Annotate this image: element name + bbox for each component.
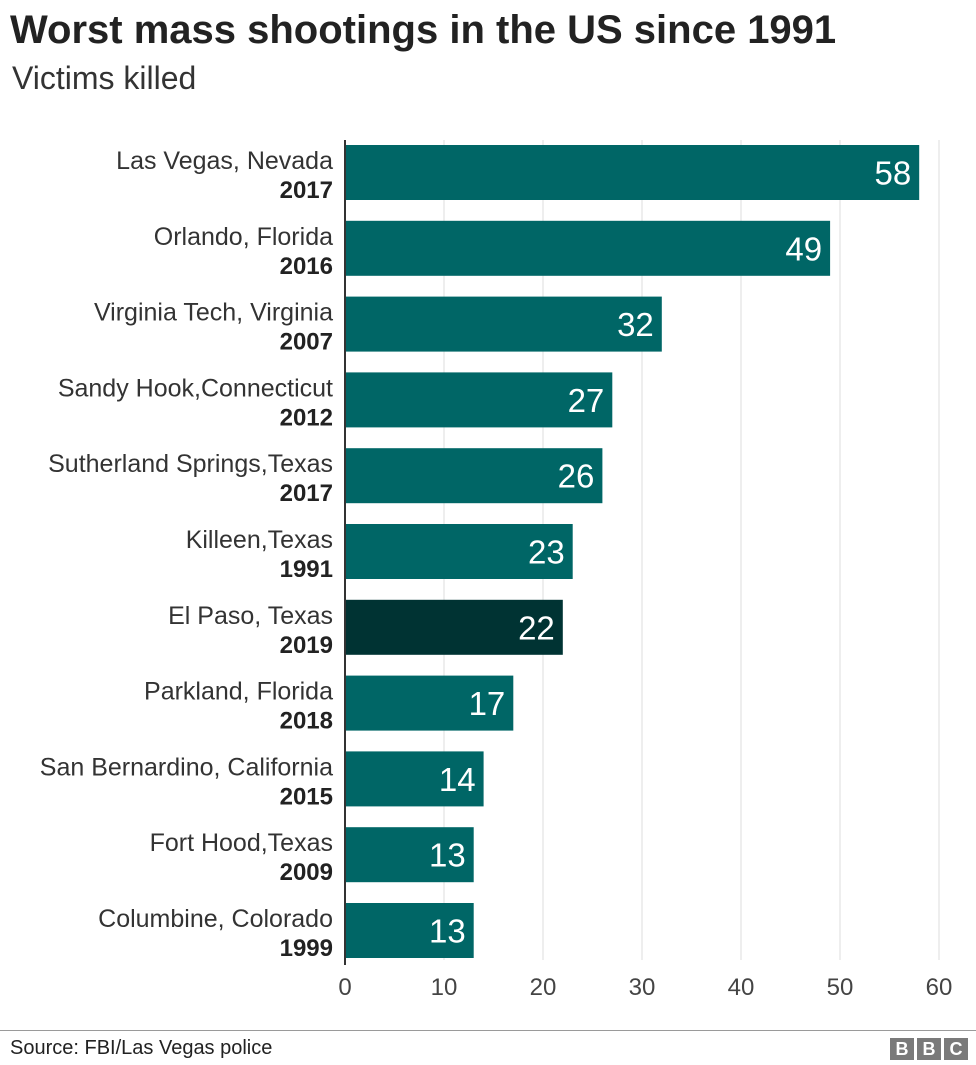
x-tick-label: 40 xyxy=(728,974,755,1001)
bar-value-label: 22 xyxy=(518,609,555,646)
year-label: 2007 xyxy=(280,329,333,356)
x-tick-label: 50 xyxy=(827,974,854,1001)
category-label: Killeen,Texas xyxy=(186,526,333,554)
bar xyxy=(345,599,563,655)
bar xyxy=(345,220,831,276)
category-label: Parkland, Florida xyxy=(144,678,333,706)
year-label: 2015 xyxy=(280,783,333,810)
year-label: 2018 xyxy=(280,708,333,735)
bars: 58 49 32 27 26 23 22 17 14 13 13 xyxy=(345,145,920,958)
bar-value-label: 49 xyxy=(785,230,822,267)
footer-divider xyxy=(0,1030,976,1031)
bar-value-label: 58 xyxy=(874,155,911,192)
bar xyxy=(345,524,573,579)
bbc-logo-letter: B xyxy=(890,1038,914,1060)
year-label: 2009 xyxy=(280,859,333,886)
category-label: Sutherland Springs,Texas xyxy=(48,450,333,478)
bar-value-label: 17 xyxy=(469,685,506,722)
bar-value-label: 14 xyxy=(439,761,476,798)
bar xyxy=(345,675,514,731)
chart-title: Worst mass shootings in the US since 199… xyxy=(10,8,837,52)
category-label: Orlando, Florida xyxy=(154,223,333,251)
x-axis: 0 10 20 30 40 50 60 xyxy=(338,140,952,1001)
bar-value-label: 26 xyxy=(558,458,595,495)
category-label: Fort Hood,Texas xyxy=(150,829,333,857)
bar xyxy=(345,448,603,504)
category-label: El Paso, Texas xyxy=(168,602,333,630)
bar xyxy=(345,372,613,428)
bar xyxy=(345,903,474,958)
year-label: 2012 xyxy=(280,404,333,431)
year-label: 2019 xyxy=(280,632,333,659)
bar xyxy=(345,827,474,883)
bar xyxy=(345,296,662,352)
x-tick-label: 0 xyxy=(338,974,351,1001)
category-label: Columbine, Colorado xyxy=(98,905,333,933)
year-label: 1999 xyxy=(280,935,333,962)
bar-value-label: 32 xyxy=(617,306,654,343)
bar-value-label: 27 xyxy=(568,382,605,419)
bar-value-label: 13 xyxy=(429,837,466,874)
chart-subtitle: Victims killed xyxy=(12,60,197,96)
x-tick-label: 20 xyxy=(530,974,557,1001)
bbc-logo: B B C xyxy=(890,1038,968,1060)
bar-chart: 58 49 32 27 26 23 22 17 14 13 13 Las Vegas, Nevada… xyxy=(40,140,952,1001)
year-label: 2017 xyxy=(280,480,333,507)
x-tick-label: 60 xyxy=(926,974,953,1001)
bar-value-label: 23 xyxy=(528,534,565,571)
bbc-logo-letter: B xyxy=(917,1038,941,1060)
year-label: 1991 xyxy=(280,556,333,583)
x-tick-label: 30 xyxy=(629,974,656,1001)
source-note: Source: FBI/Las Vegas police xyxy=(10,1037,273,1059)
category-label: Las Vegas, Nevada xyxy=(116,147,333,175)
year-label: 2017 xyxy=(280,177,333,204)
year-label: 2016 xyxy=(280,253,333,280)
category-label: Virginia Tech, Virginia xyxy=(94,299,333,327)
bar xyxy=(345,751,484,807)
bar-value-label: 13 xyxy=(429,913,466,950)
bar xyxy=(345,145,920,200)
bbc-logo-letter: C xyxy=(944,1038,968,1060)
category-label: Sandy Hook,Connecticut xyxy=(58,374,333,402)
x-tick-label: 10 xyxy=(431,974,458,1001)
category-label: San Bernardino, California xyxy=(40,753,333,781)
